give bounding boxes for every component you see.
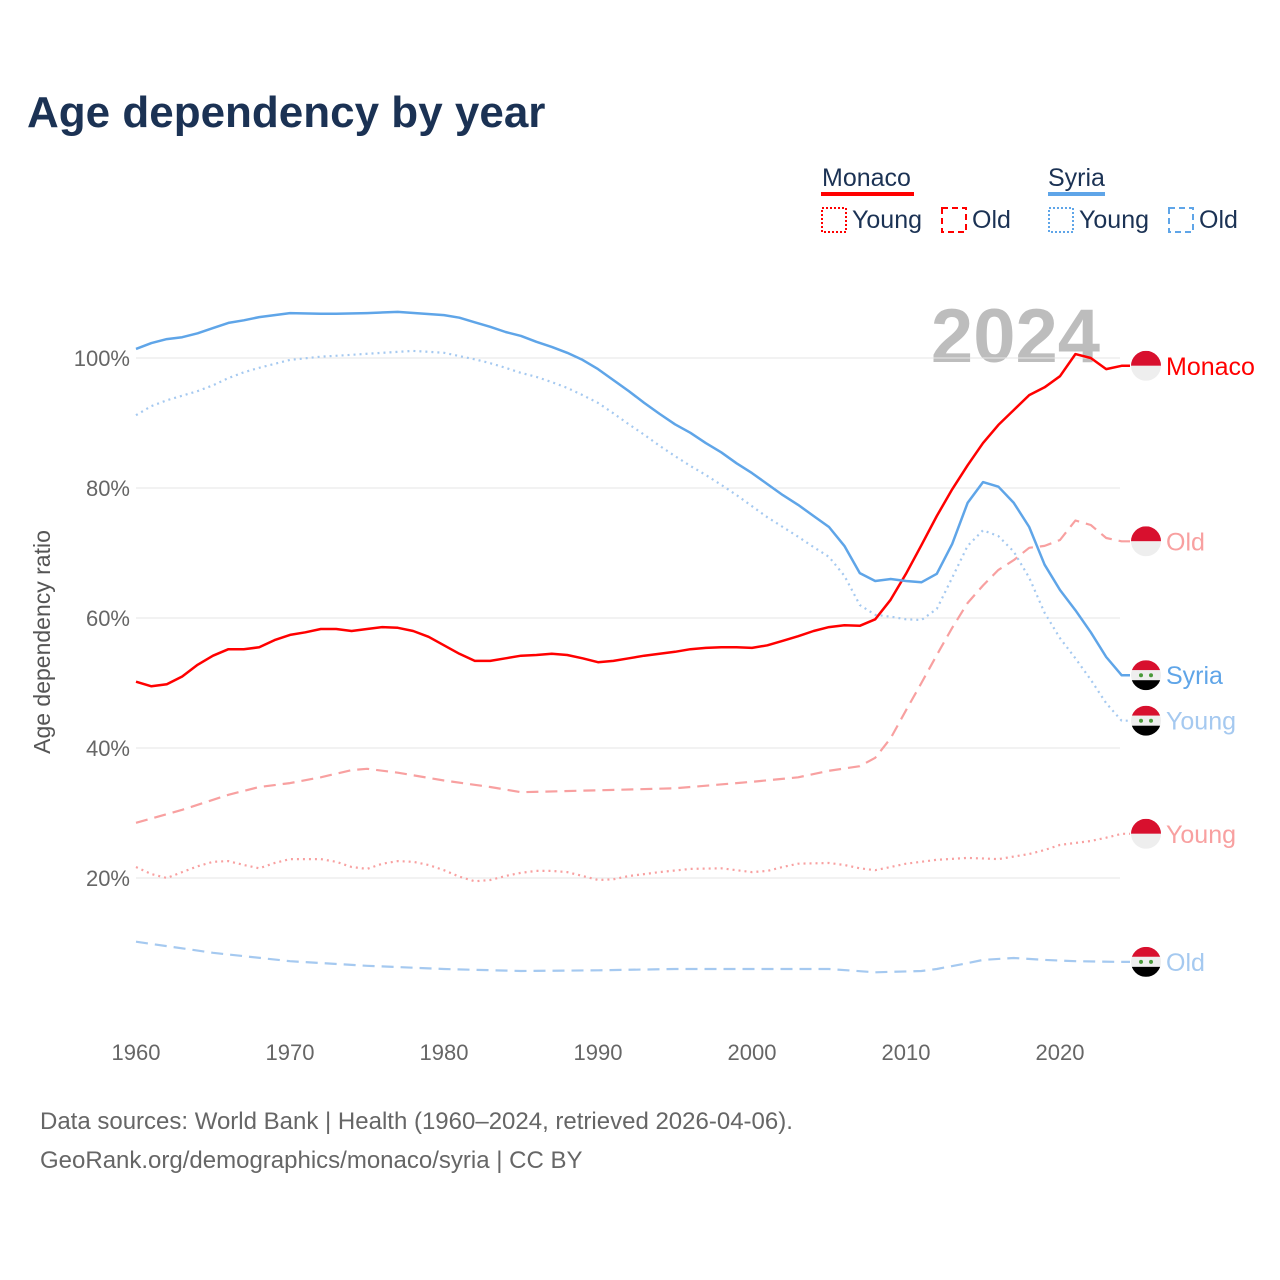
- x-tick-label: 2010: [882, 1040, 931, 1065]
- y-tick-label: 80%: [86, 476, 130, 501]
- syria-flag-icon: [1131, 946, 1161, 977]
- legend-monaco-old-swatch: [941, 207, 967, 233]
- legend-syria-old-swatch: [1168, 207, 1194, 233]
- legend-syria-swatch: [1048, 192, 1105, 196]
- y-tick-label: 60%: [86, 606, 130, 631]
- current-year-label: 2024: [931, 294, 1100, 379]
- monaco-flag-icon: [1131, 350, 1161, 381]
- end-label: Old: [1166, 949, 1205, 977]
- x-tick-label: 1990: [574, 1040, 623, 1065]
- legend-syria-young-label: Young: [1079, 206, 1149, 234]
- legend-monaco-swatch: [821, 192, 914, 196]
- end-label: Monaco: [1166, 353, 1255, 381]
- x-tick-label: 1980: [420, 1040, 469, 1065]
- y-tick-label: 20%: [86, 866, 130, 891]
- y-axis-label: Age dependency ratio: [29, 530, 55, 754]
- x-tick-label: 2020: [1036, 1040, 1085, 1065]
- series-line-syria-young: [135, 349, 1130, 722]
- series-line-syria: [135, 310, 1130, 677]
- legend-monaco-young-swatch: [821, 207, 847, 233]
- legend-syria-label: Syria: [1048, 164, 1105, 192]
- syria-flag-icon: [1131, 660, 1161, 691]
- monaco-flag-icon: [1131, 526, 1161, 557]
- x-tick-label: 2000: [728, 1040, 777, 1065]
- series-line-syria-old: [135, 940, 1130, 974]
- series-line-monaco: [135, 352, 1130, 688]
- legend: Monaco Young Old Syria Young Old: [821, 164, 1238, 234]
- x-tick-label: 1970: [266, 1040, 315, 1065]
- legend-monaco-label: Monaco: [822, 164, 911, 192]
- series-line-monaco-young: [135, 832, 1130, 883]
- legend-monaco-old-label: Old: [972, 206, 1011, 234]
- chart-title: Age dependency by year: [27, 88, 546, 137]
- legend-syria-young-swatch: [1048, 207, 1074, 233]
- legend-syria-old-label: Old: [1199, 206, 1238, 234]
- end-label: Young: [1166, 708, 1236, 736]
- x-tick-label: 1960: [112, 1040, 161, 1065]
- end-label: Syria: [1166, 662, 1223, 690]
- source-link[interactable]: GeoRank.org/demographics/monaco/syria | …: [40, 1147, 583, 1174]
- y-tick-label: 40%: [86, 736, 130, 761]
- series-line-monaco-old: [135, 519, 1130, 824]
- syria-flag-icon: [1131, 705, 1161, 736]
- monaco-flag-icon: [1131, 818, 1161, 849]
- end-label: Old: [1166, 528, 1205, 556]
- legend-monaco-young-label: Young: [852, 206, 922, 234]
- end-label: Young: [1166, 821, 1236, 849]
- y-tick-label: 100%: [74, 346, 130, 371]
- source-line: Data sources: World Bank | Health (1960–…: [40, 1108, 793, 1135]
